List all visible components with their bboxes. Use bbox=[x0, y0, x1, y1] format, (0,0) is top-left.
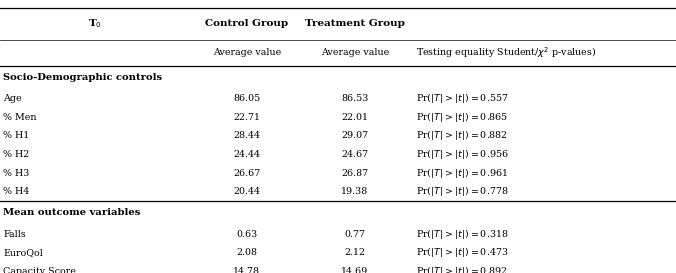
Text: 24.67: 24.67 bbox=[341, 150, 368, 159]
Text: Pr$(|T|>|t|) = $0.778: Pr$(|T|>|t|) = $0.778 bbox=[416, 185, 508, 198]
Text: Falls: Falls bbox=[3, 230, 26, 239]
Text: Control Group: Control Group bbox=[206, 19, 288, 28]
Text: 24.44: 24.44 bbox=[233, 150, 260, 159]
Text: 14.78: 14.78 bbox=[233, 267, 260, 273]
Text: EuroQol: EuroQol bbox=[3, 248, 43, 257]
Text: 22.71: 22.71 bbox=[233, 113, 260, 122]
Text: 14.69: 14.69 bbox=[341, 267, 368, 273]
Text: 26.67: 26.67 bbox=[233, 169, 260, 177]
Text: Pr$(|T|>|t|) = $0.961: Pr$(|T|>|t|) = $0.961 bbox=[416, 167, 508, 180]
Text: 19.38: 19.38 bbox=[341, 187, 368, 196]
Text: Pr$(|T|>|t|) = $0.865: Pr$(|T|>|t|) = $0.865 bbox=[416, 111, 508, 124]
Text: Socio-Demographic controls: Socio-Demographic controls bbox=[3, 73, 162, 82]
Text: 0.63: 0.63 bbox=[236, 230, 258, 239]
Text: Mean outcome variables: Mean outcome variables bbox=[3, 209, 141, 217]
Text: Pr$(|T|>|t|) = $0.318: Pr$(|T|>|t|) = $0.318 bbox=[416, 228, 508, 241]
Text: 20.44: 20.44 bbox=[233, 187, 260, 196]
Text: 29.07: 29.07 bbox=[341, 132, 368, 140]
Text: % H3: % H3 bbox=[3, 169, 30, 177]
Text: 26.87: 26.87 bbox=[341, 169, 368, 177]
Text: Age: Age bbox=[3, 94, 22, 103]
Text: Pr$(|T|>|t|) = $0.956: Pr$(|T|>|t|) = $0.956 bbox=[416, 148, 508, 161]
Text: Treatment Group: Treatment Group bbox=[305, 19, 405, 28]
Text: Capacity Score: Capacity Score bbox=[3, 267, 76, 273]
Text: Pr$(|T|>|t|) = $0.557: Pr$(|T|>|t|) = $0.557 bbox=[416, 92, 508, 105]
Text: 28.44: 28.44 bbox=[233, 132, 260, 140]
Text: Pr$(|T|>|t|) = $0.882: Pr$(|T|>|t|) = $0.882 bbox=[416, 129, 508, 143]
Text: 2.08: 2.08 bbox=[236, 248, 258, 257]
Text: Testing equality Student/$\chi^2$ p-values): Testing equality Student/$\chi^2$ p-valu… bbox=[416, 45, 596, 60]
Text: % H4: % H4 bbox=[3, 187, 30, 196]
Text: % H1: % H1 bbox=[3, 132, 30, 140]
Text: T$_0$: T$_0$ bbox=[88, 17, 101, 30]
Text: 86.05: 86.05 bbox=[233, 94, 260, 103]
Text: 22.01: 22.01 bbox=[341, 113, 368, 122]
Text: Pr$(|T|>|t|) = $0.892: Pr$(|T|>|t|) = $0.892 bbox=[416, 265, 508, 273]
Text: Pr$(|T|>|t|) = $0.473: Pr$(|T|>|t|) = $0.473 bbox=[416, 246, 508, 259]
Text: % Men: % Men bbox=[3, 113, 37, 122]
Text: Average value: Average value bbox=[321, 48, 389, 57]
Text: 2.12: 2.12 bbox=[344, 248, 366, 257]
Text: 0.77: 0.77 bbox=[344, 230, 366, 239]
Text: Average value: Average value bbox=[213, 48, 281, 57]
Text: 86.53: 86.53 bbox=[341, 94, 368, 103]
Text: % H2: % H2 bbox=[3, 150, 30, 159]
